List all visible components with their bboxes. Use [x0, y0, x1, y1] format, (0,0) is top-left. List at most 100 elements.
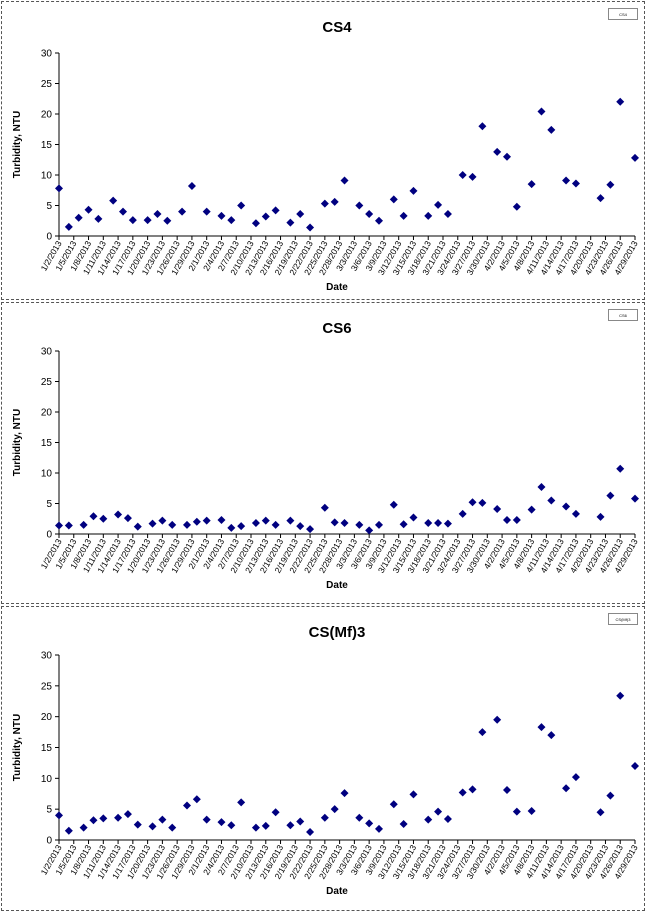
data-point: [296, 817, 305, 826]
data-point: [163, 216, 172, 225]
data-point: [409, 790, 418, 799]
y-tick-label: 5: [46, 201, 52, 212]
data-point: [443, 815, 452, 824]
data-point: [123, 810, 132, 819]
data-point: [527, 505, 536, 514]
data-point: [375, 216, 383, 225]
y-tick-label: 0: [46, 530, 52, 541]
data-point: [503, 515, 511, 524]
y-axis-label: Turbidity, NTU: [12, 409, 23, 476]
data-point: [89, 512, 98, 521]
data-point: [389, 800, 398, 809]
data-point: [55, 811, 63, 820]
data-point: [74, 213, 83, 222]
data-point: [261, 212, 270, 221]
data-point: [119, 207, 127, 216]
data-point: [443, 519, 452, 528]
data-point: [478, 122, 487, 131]
data-point: [306, 827, 315, 836]
data-point: [537, 723, 546, 732]
data-point: [493, 715, 502, 724]
y-tick-label: 0: [46, 232, 52, 243]
data-point: [320, 199, 329, 208]
data-point: [616, 97, 625, 106]
data-point: [217, 818, 226, 827]
data-point: [64, 521, 73, 530]
data-point: [571, 179, 580, 188]
chart-svg: CS40510152025301/2/20131/5/20131/8/20131…: [12, 19, 640, 293]
data-point: [468, 172, 477, 181]
y-tick-label: 5: [46, 499, 52, 510]
x-axis-label: Date: [326, 580, 348, 591]
data-point: [89, 816, 98, 825]
y-tick-label: 30: [41, 49, 53, 60]
data-point: [158, 815, 167, 824]
data-point: [562, 784, 571, 793]
data-point: [399, 819, 408, 828]
data-point: [271, 206, 280, 215]
data-point: [64, 222, 73, 231]
data-point: [571, 773, 580, 782]
data-point: [478, 728, 487, 737]
data-point: [296, 210, 305, 219]
data-point: [217, 515, 226, 524]
data-point: [64, 826, 73, 835]
legend: CS6: [608, 309, 638, 321]
data-point: [355, 813, 364, 822]
data-point: [527, 807, 536, 816]
data-point: [547, 731, 556, 740]
data-point: [389, 500, 398, 509]
data-point: [128, 216, 137, 225]
data-point: [399, 211, 408, 220]
data-point: [320, 813, 329, 822]
data-point: [148, 519, 157, 528]
data-point: [365, 819, 374, 828]
data-point: [631, 762, 639, 770]
data-point: [227, 821, 236, 830]
data-point: [493, 147, 502, 156]
y-tick-label: 0: [46, 836, 52, 847]
data-point: [261, 821, 270, 830]
data-point: [616, 691, 625, 700]
data-point: [99, 514, 108, 523]
data-point: [192, 795, 201, 804]
data-point: [286, 821, 295, 830]
data-point: [143, 216, 152, 225]
data-point: [355, 201, 364, 210]
data-point: [424, 815, 433, 824]
data-point: [168, 520, 177, 529]
data-point: [261, 516, 270, 525]
data-point: [153, 210, 162, 219]
chart-panel-cs6: CS6 0 5 10 15 20 25 30 1/2/2013 1/5/2013 1/8/2013 1…: [1, 302, 645, 604]
data-point: [330, 805, 339, 814]
legend: CS(Mf)3: [608, 613, 638, 625]
data-point: [296, 522, 305, 531]
data-point: [109, 196, 118, 205]
data-point: [434, 519, 443, 528]
data-point: [365, 526, 374, 535]
data-point: [616, 464, 625, 473]
y-tick-label: 5: [46, 805, 52, 816]
data-point: [330, 197, 339, 206]
data-point: [133, 820, 142, 829]
data-point: [306, 525, 315, 534]
data-point: [183, 520, 191, 529]
data-point: [562, 502, 571, 511]
x-axis-label: Date: [326, 282, 348, 293]
chart-svg: CS60510152025301/2/20131/5/20131/8/20131…: [12, 320, 640, 591]
data-point: [424, 519, 433, 528]
data-point: [537, 107, 546, 116]
data-point: [123, 514, 132, 523]
data-point: [84, 205, 93, 214]
data-point: [99, 814, 108, 823]
data-point: [562, 176, 571, 185]
data-point: [512, 515, 521, 524]
y-tick-label: 25: [41, 681, 53, 692]
data-point: [389, 195, 398, 204]
y-tick-label: 30: [41, 651, 53, 662]
data-point: [547, 125, 556, 134]
chart-title: CS(Mf)3: [309, 624, 366, 641]
data-point: [251, 823, 260, 832]
y-tick-label: 25: [41, 79, 53, 90]
y-tick-label: 15: [41, 140, 53, 151]
